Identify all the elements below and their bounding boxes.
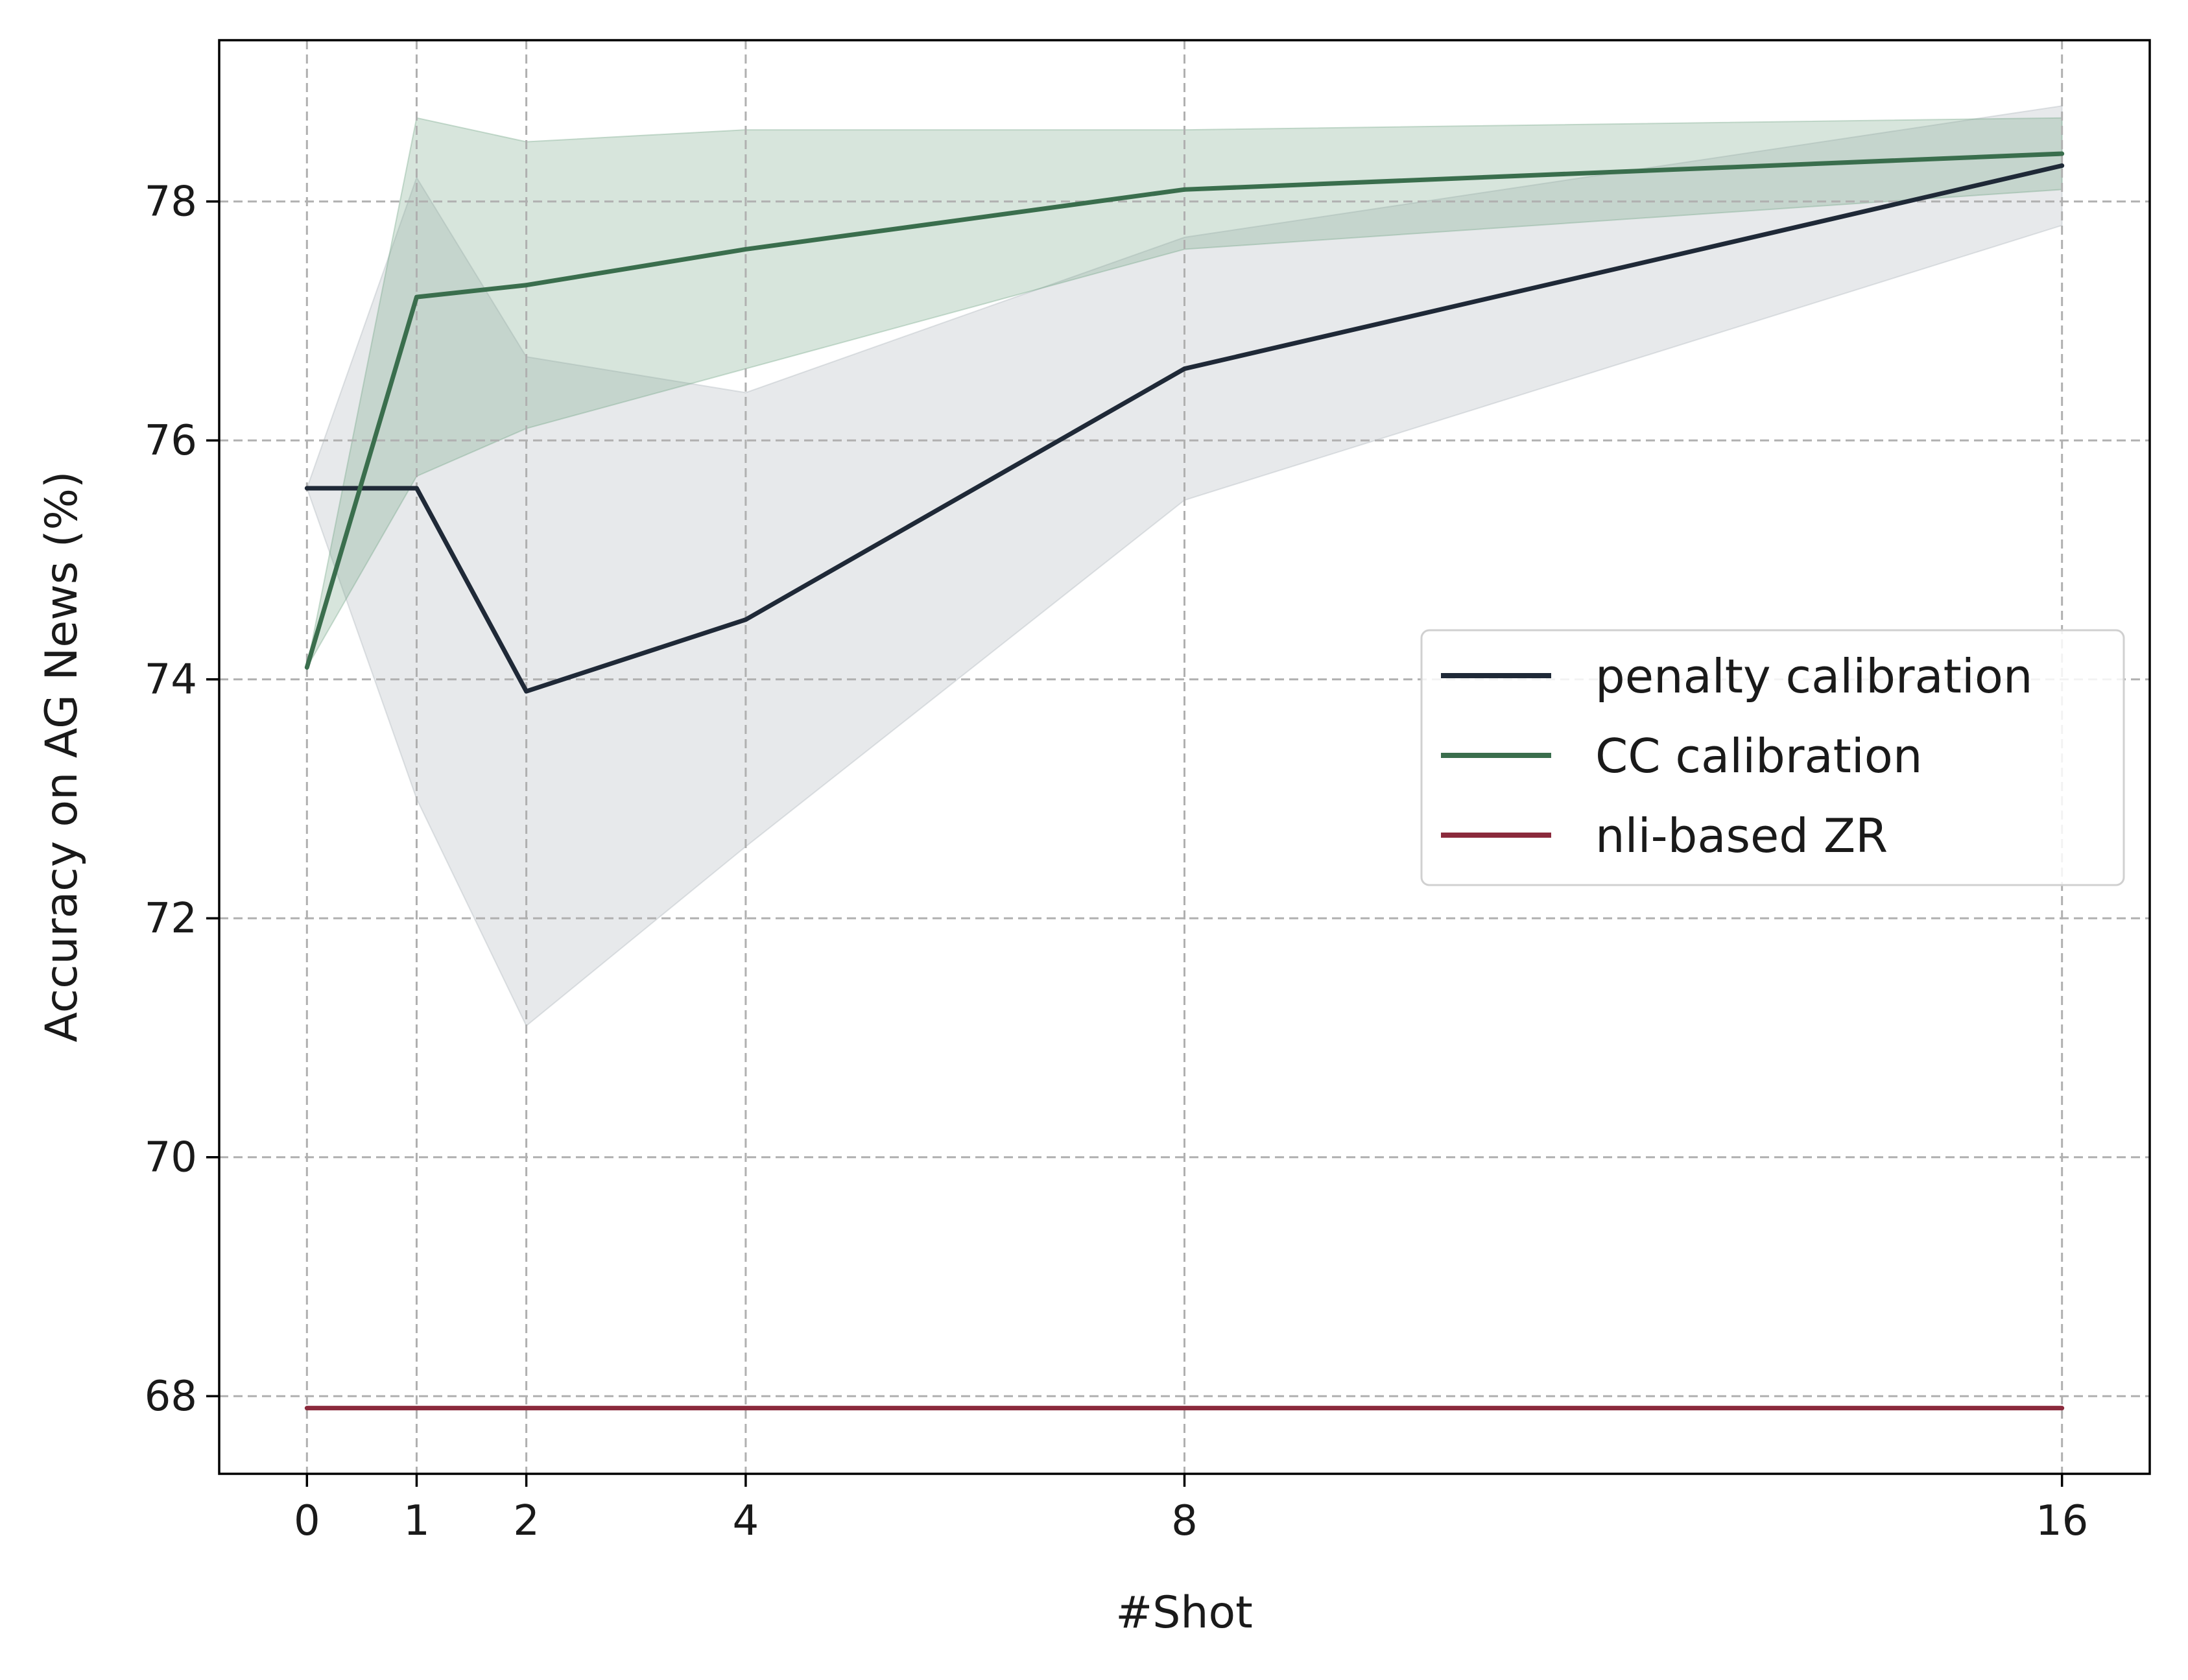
y-axis-ticks: 68 70 72 74 76 78 bbox=[145, 178, 219, 1421]
y-tick-label-5: 78 bbox=[145, 178, 197, 226]
series-line-1 bbox=[304, 151, 2065, 670]
y-tick-label-2: 72 bbox=[145, 895, 197, 943]
x-tick-label-1: 1 bbox=[403, 1497, 430, 1545]
series-lines bbox=[304, 151, 2065, 1411]
x-tick-label-5: 16 bbox=[2036, 1497, 2088, 1545]
y-tick-label-3: 74 bbox=[145, 656, 197, 704]
x-tick-label-3: 4 bbox=[733, 1497, 759, 1545]
legend: penalty calibration CC calibration nli-bas… bbox=[1420, 629, 2125, 886]
x-axis-label: #Shot bbox=[1115, 1587, 1253, 1639]
y-tick-label-1: 70 bbox=[145, 1134, 197, 1182]
legend-box bbox=[1420, 629, 2125, 886]
x-tick-label-4: 8 bbox=[1171, 1497, 1198, 1545]
y-tick-label-4: 76 bbox=[145, 417, 197, 465]
x-tick-label-0: 0 bbox=[294, 1497, 320, 1545]
x-axis-ticks: 0 1 2 4 8 16 bbox=[294, 1474, 2088, 1545]
legend-label-0: penalty calibration bbox=[1595, 649, 2033, 704]
legend-label-2: nli-based ZR bbox=[1595, 809, 1888, 863]
x-tick-label-2: 2 bbox=[513, 1497, 540, 1545]
legend-label-1: CC calibration bbox=[1595, 729, 1923, 783]
y-axis-label: Accuracy on AG News (%) bbox=[36, 471, 88, 1042]
y-tick-label-0: 68 bbox=[145, 1373, 197, 1421]
series-line-0 bbox=[304, 163, 2065, 694]
